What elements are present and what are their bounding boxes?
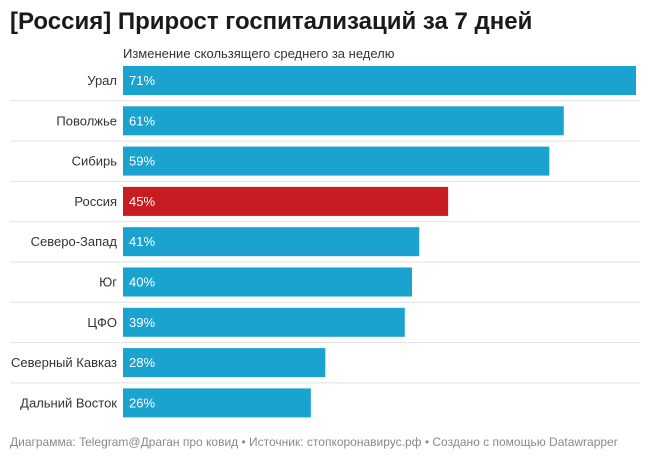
bar (123, 388, 311, 418)
value-label: 26% (129, 395, 155, 410)
category-label: Юг (99, 275, 117, 290)
value-label: 59% (129, 154, 155, 169)
bar (123, 348, 326, 378)
value-label: 28% (129, 355, 155, 370)
bar (123, 186, 449, 216)
value-label: 61% (129, 113, 155, 128)
category-label: ЦФО (87, 315, 117, 330)
value-label: 45% (129, 194, 155, 209)
category-label: Урал (87, 73, 117, 88)
value-label: 39% (129, 315, 155, 330)
value-label: 71% (129, 73, 155, 88)
bar (123, 307, 405, 337)
chart-title: [Россия] Прирост госпитализаций за 7 дне… (10, 8, 533, 35)
category-label: Северный Кавказ (11, 355, 117, 370)
bar (123, 227, 420, 257)
bar (123, 66, 636, 95)
bar (123, 267, 413, 297)
bar (123, 106, 564, 136)
chart-footer: Диаграмма: Telegram@Драган про ковид • И… (10, 435, 618, 449)
category-label: Северо-Запад (31, 234, 118, 249)
category-label: Поволжье (56, 113, 117, 128)
bar (123, 146, 550, 176)
chart-subtitle: Изменение скользящего среднего за неделю (123, 46, 395, 61)
category-label: Сибирь (72, 154, 118, 169)
category-label: Россия (74, 194, 117, 209)
category-label: Дальний Восток (20, 395, 117, 410)
value-label: 40% (129, 275, 155, 290)
value-label: 41% (129, 234, 155, 249)
